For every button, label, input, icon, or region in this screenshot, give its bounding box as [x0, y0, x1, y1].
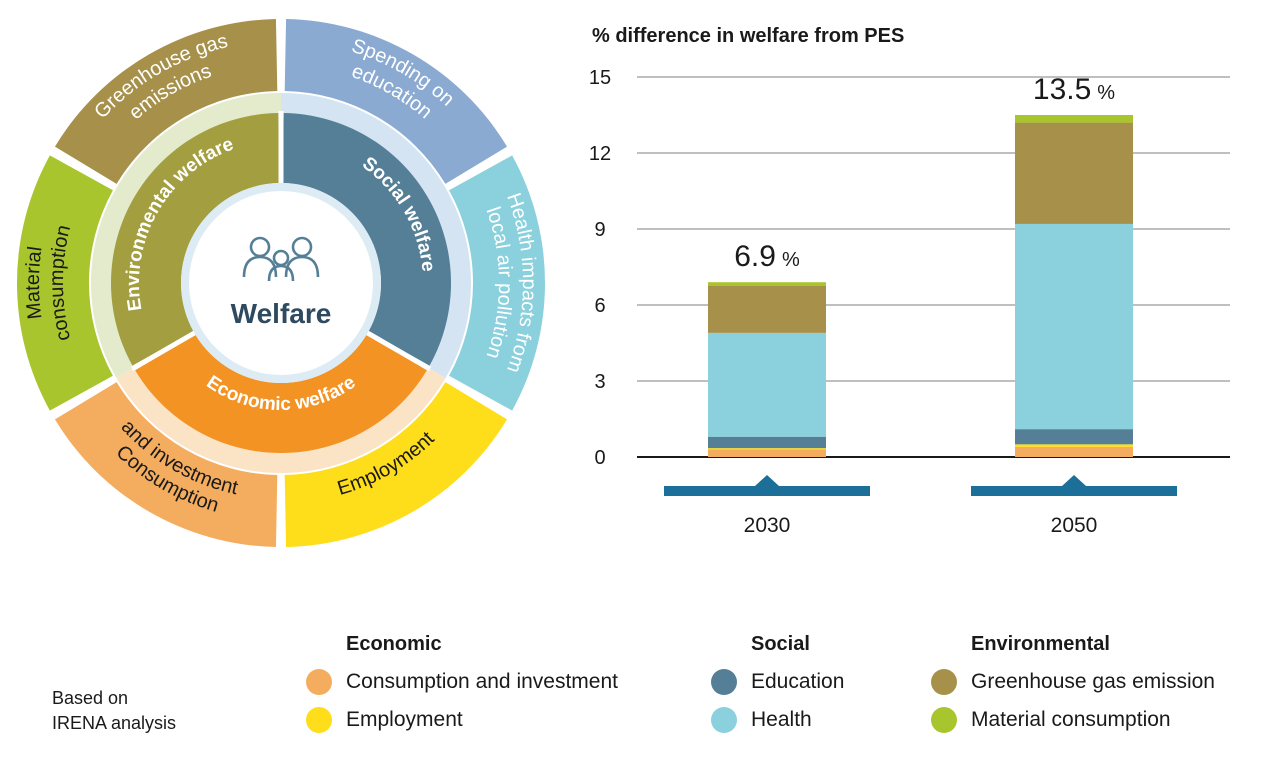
legend-item-ghg-emission: Greenhouse gas emission — [931, 669, 1215, 695]
bar-2050-material-consumption — [1015, 115, 1133, 123]
legend-swatch-employment — [306, 707, 332, 733]
source-note-line-1: Based on — [52, 688, 129, 708]
outer-label-material-line-1: Material — [22, 245, 47, 320]
welfare-center-label: Welfare — [231, 298, 332, 329]
legend-label: Material consumption — [971, 708, 1171, 731]
wheel-tint-ring-0 — [281, 93, 471, 378]
chart-title: % difference in welfare from PES — [592, 25, 904, 47]
legend-item-employment: Employment — [306, 707, 463, 733]
wheel-tint-ring-2 — [90, 93, 281, 378]
legend-label: Education — [751, 670, 845, 693]
legend-title-social: Social — [751, 633, 810, 655]
source-note-line-2: IRENA analysis — [52, 713, 177, 733]
inner-separator-1 — [364, 329, 432, 372]
inner-segment-social — [282, 113, 451, 366]
outer-segment-consumption — [54, 382, 278, 547]
bar-2030-health — [708, 332, 826, 437]
people-icon — [242, 236, 320, 282]
welfare-bar-chart: % difference in welfare from PES 0 3 6 9 12 15… — [589, 25, 1230, 537]
legend-item-education: Education — [711, 669, 844, 695]
legend-swatch-education — [711, 669, 737, 695]
legend-label: Health — [751, 708, 812, 731]
inner-segment-economic — [135, 334, 427, 453]
y-tick-label-0: 0 — [594, 447, 605, 469]
y-tick-label-3: 3 — [594, 371, 605, 393]
y-tick-label-12: 12 — [589, 143, 611, 165]
legend-swatch-ghg-emission — [931, 669, 957, 695]
legend-item-consumption-investment: Consumption and investment — [306, 669, 618, 695]
inner-separator-2 — [130, 329, 198, 372]
legend-item-health: Health — [711, 707, 812, 733]
bar-2030-greenhouse-gas-emission — [708, 286, 826, 333]
bar-2030-education — [708, 436, 826, 449]
category-marker-2050 — [971, 475, 1177, 496]
legend-label: Consumption and investment — [346, 670, 618, 693]
bar-2050-consumption-and-investment — [1015, 446, 1133, 457]
outer-segment-material — [16, 155, 113, 411]
y-tick-label-15: 15 — [589, 67, 611, 89]
bar-2030-material-consumption — [708, 282, 826, 286]
bar-2050-education — [1015, 429, 1133, 445]
category-marker-2030 — [664, 475, 870, 496]
legend-item-material-consumption: Material consumption — [931, 707, 1171, 733]
bar-2050-greenhouse-gas-emission — [1015, 122, 1133, 224]
bar-2030-employment — [708, 448, 826, 450]
bar-2050-employment — [1015, 444, 1133, 447]
legend-title-environmental: Environmental — [971, 633, 1110, 655]
legend-label: Greenhouse gas emission — [971, 670, 1215, 693]
outer-segment-education — [284, 19, 508, 184]
outer-segment-ghg — [54, 19, 278, 184]
legend-title-economic: Economic — [346, 633, 442, 655]
bar-2030-consumption-and-investment — [708, 449, 826, 457]
total-label-2050: 13.5% — [1033, 73, 1115, 106]
legend-swatch-consumption-investment — [306, 669, 332, 695]
center-disc — [189, 191, 373, 375]
inner-segment-environmental — [111, 113, 280, 366]
outer-segment-employment — [284, 382, 508, 547]
outer-segment-health — [449, 155, 545, 411]
x-tick-label-2030: 2030 — [744, 514, 791, 537]
bar-2050-health — [1015, 223, 1133, 430]
y-tick-label-9: 9 — [594, 219, 605, 241]
legend-swatch-material-consumption — [931, 707, 957, 733]
wheel-tint-ring-1 — [116, 367, 446, 473]
y-tick-label-6: 6 — [594, 295, 605, 317]
total-label-2030: 6.9% — [734, 240, 800, 273]
legend-label: Employment — [346, 708, 463, 731]
legend-swatch-health — [711, 707, 737, 733]
x-tick-label-2050: 2050 — [1051, 514, 1098, 537]
